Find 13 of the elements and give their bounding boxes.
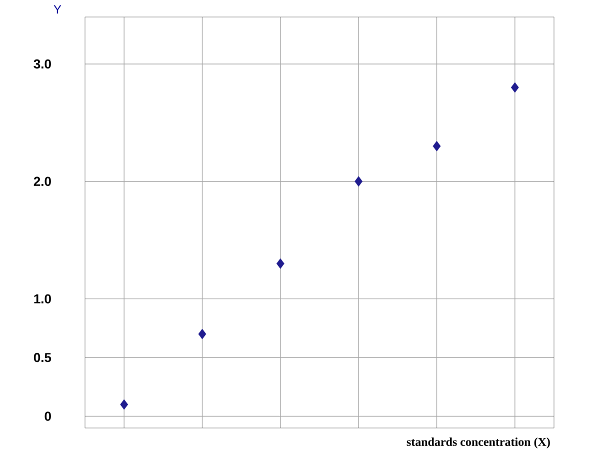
point [120, 399, 128, 410]
point [510, 82, 519, 93]
point [432, 140, 441, 152]
y-tick-label: 3.0 [34, 59, 51, 69]
y-tick-label: 0.5 [34, 352, 52, 362]
y-tick-label: 1.0 [34, 294, 51, 304]
y-tick-label: 0 [44, 412, 51, 421]
point [198, 328, 206, 340]
y-tick-label: 2.0 [34, 176, 51, 186]
point [354, 176, 363, 187]
x-axis-title: standards concentration (X) [406, 438, 550, 448]
point [276, 258, 284, 269]
y-axis-title: Y [54, 5, 62, 14]
